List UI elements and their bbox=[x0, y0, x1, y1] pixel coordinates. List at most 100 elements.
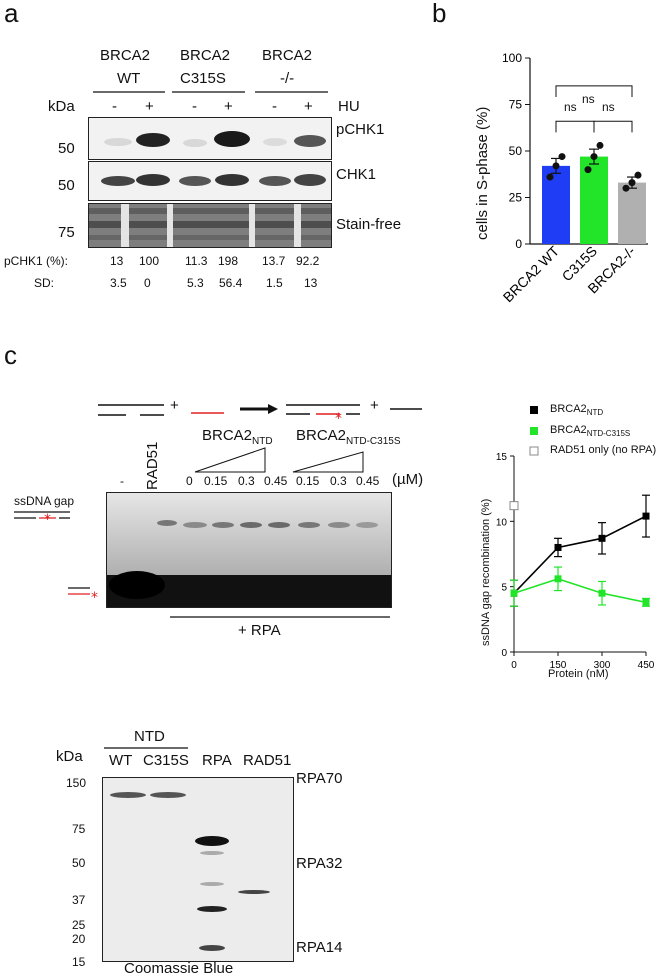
sds-marker: 37 bbox=[72, 893, 86, 907]
c-x-tick-label: 450 bbox=[638, 660, 655, 671]
hu-sign: + bbox=[145, 98, 154, 115]
pchk1-bands bbox=[104, 131, 326, 147]
blot-chk1 bbox=[88, 161, 332, 201]
sds-marker: 20 bbox=[72, 932, 86, 946]
b-y-tick-label: 0 bbox=[515, 237, 522, 251]
data-point bbox=[598, 534, 606, 542]
sds-marker: 15 bbox=[72, 955, 86, 969]
c-y-axis-label: ssDNA gap recombination (%) bbox=[480, 498, 492, 646]
data-point bbox=[634, 171, 642, 179]
group-label-ko-2: -/- bbox=[280, 70, 295, 87]
mw-label: 50 bbox=[58, 177, 75, 194]
blot-label-stain-free: Stain-free bbox=[336, 216, 402, 233]
sds-footer: Coomassie Blue bbox=[124, 960, 234, 977]
panel-b-letter: b bbox=[432, 0, 447, 28]
hu-sign: + bbox=[224, 98, 233, 115]
b-y-axis-label: cells in S-phase (%) bbox=[474, 106, 491, 240]
mw-label: 50 bbox=[58, 140, 75, 157]
sds-marker: 75 bbox=[72, 822, 86, 836]
brca2-ntd-label: BRCA2NTD bbox=[202, 427, 273, 447]
b-x-tick-label: C315S bbox=[559, 243, 601, 285]
svg-text:*: * bbox=[91, 590, 98, 606]
conc-label: 0.45 bbox=[356, 474, 380, 488]
group-label-wt-1: BRCA2 bbox=[100, 47, 151, 64]
group-label-c315s-1: BRCA2 bbox=[180, 47, 231, 64]
blot-label-pchk1: pCHK1 bbox=[336, 121, 385, 138]
b-y-tick-label: 75 bbox=[509, 98, 523, 112]
sds-marker: 25 bbox=[72, 918, 86, 932]
rad51-lane-label: RAD51 bbox=[144, 441, 161, 490]
legend-marker-ntd bbox=[530, 406, 538, 414]
group-label-ko-1: BRCA2 bbox=[262, 47, 313, 64]
band-label-rpa70: RPA70 bbox=[296, 770, 343, 787]
quant-value: 92.2 bbox=[296, 254, 320, 268]
conc-label: 0.15 bbox=[204, 474, 228, 488]
panel-c-letter: c bbox=[4, 340, 17, 370]
conc-label: 0.15 bbox=[296, 474, 320, 488]
quant-value: 100 bbox=[139, 254, 160, 268]
data-point bbox=[510, 589, 518, 597]
conc-unit: (µM) bbox=[392, 471, 424, 488]
significance-bracket bbox=[555, 120, 595, 133]
series-line bbox=[513, 577, 647, 604]
data-point bbox=[642, 598, 650, 606]
schematic-plus: + bbox=[170, 397, 179, 414]
quant-value: 13.7 bbox=[262, 254, 286, 268]
quant-value: 198 bbox=[218, 254, 239, 268]
b-x-tick-label: BRCA2-/- bbox=[584, 243, 638, 297]
data-point bbox=[554, 543, 562, 551]
data-point bbox=[546, 173, 554, 181]
svg-text:*: * bbox=[44, 512, 51, 528]
c-x-tick-label: 0 bbox=[511, 660, 517, 671]
stain-free-lanes bbox=[89, 204, 331, 247]
conc-label: 0.3 bbox=[330, 474, 347, 488]
sds-lane-rpa: RPA bbox=[202, 752, 232, 769]
hu-label: HU bbox=[338, 98, 360, 115]
ns-label: ns bbox=[602, 100, 615, 114]
blot-stain-free bbox=[88, 203, 332, 248]
legend-marker-rad51 bbox=[529, 446, 539, 456]
ns-label: ns bbox=[582, 92, 595, 106]
data-point bbox=[596, 141, 604, 149]
data-point bbox=[558, 153, 566, 161]
quant-value: 5.3 bbox=[187, 276, 204, 290]
c-y-tick-label: 0 bbox=[501, 648, 507, 659]
quant-value: 11.3 bbox=[185, 254, 208, 268]
quant-value: 3.5 bbox=[110, 276, 127, 290]
quant-value: 13 bbox=[110, 254, 124, 268]
hu-sign: - bbox=[192, 98, 197, 115]
legend-marker-c315s bbox=[530, 427, 538, 435]
b-y-tick-label: 25 bbox=[509, 191, 523, 205]
group-label-c315s-2: C315S bbox=[180, 70, 226, 87]
quant-value: 56.4 bbox=[219, 276, 243, 290]
data-point bbox=[598, 589, 606, 597]
data-point bbox=[628, 179, 636, 187]
b-y-tick-label: 50 bbox=[509, 144, 523, 158]
b-y-tick-label: 100 bbox=[502, 51, 522, 65]
legend-c315s-text: BRCA2NTD-C315S bbox=[550, 424, 631, 439]
plus-rpa-label: + RPA bbox=[238, 622, 281, 639]
data-point bbox=[554, 575, 562, 583]
sds-bands bbox=[103, 778, 293, 961]
quant-row-label: pCHK1 (%): bbox=[4, 254, 69, 268]
data-point bbox=[642, 512, 650, 520]
hu-sign: - bbox=[112, 98, 117, 115]
bar bbox=[542, 165, 570, 244]
schematic-plus: + bbox=[370, 397, 379, 414]
mw-label: 75 bbox=[58, 224, 75, 241]
conc-label: - bbox=[120, 474, 124, 488]
c-y-tick-label: 5 bbox=[501, 583, 507, 594]
data-point bbox=[584, 166, 592, 174]
quant-row-label: SD: bbox=[34, 276, 55, 290]
brca2-ntd-c315s-label: BRCA2NTD-C315S bbox=[296, 427, 401, 447]
series-line bbox=[513, 515, 647, 594]
conc-label: 0 bbox=[186, 474, 193, 488]
conc-label: 0.45 bbox=[264, 474, 288, 488]
quant-value: 1.5 bbox=[266, 276, 283, 290]
c-y-tick-label: 10 bbox=[496, 517, 508, 528]
blot-pchk1 bbox=[88, 117, 332, 160]
data-point bbox=[510, 589, 518, 597]
sds-marker: 50 bbox=[72, 856, 86, 870]
sds-gel bbox=[102, 777, 294, 962]
quant-value: 0 bbox=[144, 276, 151, 290]
